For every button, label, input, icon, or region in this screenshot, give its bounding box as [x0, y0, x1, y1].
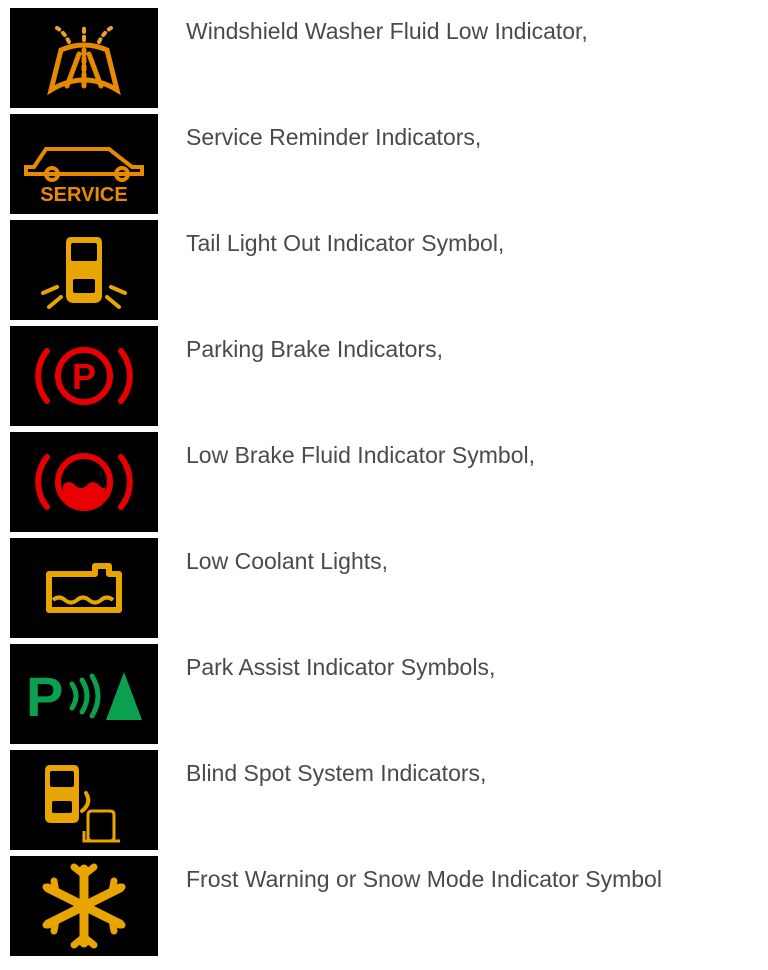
- list-item: SERVICE Service Reminder Indicators,: [10, 114, 758, 214]
- tail-light-out-icon: [10, 220, 158, 320]
- svg-text:P: P: [72, 356, 96, 397]
- list-item: P Parking Brake Indicators,: [10, 326, 758, 426]
- indicator-label: Tail Light Out Indicator Symbol,: [186, 220, 504, 257]
- blind-spot-icon: [10, 750, 158, 850]
- indicator-label: Windshield Washer Fluid Low Indicator,: [186, 8, 588, 45]
- indicator-label: Low Coolant Lights,: [186, 538, 388, 575]
- list-item: Frost Warning or Snow Mode Indicator Sym…: [10, 856, 758, 956]
- low-brake-fluid-icon: [10, 432, 158, 532]
- park-assist-icon: P: [10, 644, 158, 744]
- list-item: Low Coolant Lights,: [10, 538, 758, 638]
- list-item: Tail Light Out Indicator Symbol,: [10, 220, 758, 320]
- list-item: Low Brake Fluid Indicator Symbol,: [10, 432, 758, 532]
- indicator-label: Blind Spot System Indicators,: [186, 750, 486, 787]
- svg-text:P: P: [26, 665, 63, 728]
- list-item: Windshield Washer Fluid Low Indicator,: [10, 8, 758, 108]
- indicator-list: Windshield Washer Fluid Low Indicator, S…: [0, 0, 768, 970]
- service-reminder-icon: SERVICE: [10, 114, 158, 214]
- parking-brake-icon: P: [10, 326, 158, 426]
- indicator-label: Park Assist Indicator Symbols,: [186, 644, 495, 681]
- indicator-label: Low Brake Fluid Indicator Symbol,: [186, 432, 535, 469]
- list-item: P Park Assist Indicator Symbols,: [10, 644, 758, 744]
- list-item: Blind Spot System Indicators,: [10, 750, 758, 850]
- frost-warning-icon: [10, 856, 158, 956]
- indicator-label: Service Reminder Indicators,: [186, 114, 481, 151]
- low-coolant-icon: [10, 538, 158, 638]
- windshield-washer-icon: [10, 8, 158, 108]
- svg-text:SERVICE: SERVICE: [40, 184, 127, 206]
- indicator-label: Parking Brake Indicators,: [186, 326, 443, 363]
- indicator-label: Frost Warning or Snow Mode Indicator Sym…: [186, 856, 662, 893]
